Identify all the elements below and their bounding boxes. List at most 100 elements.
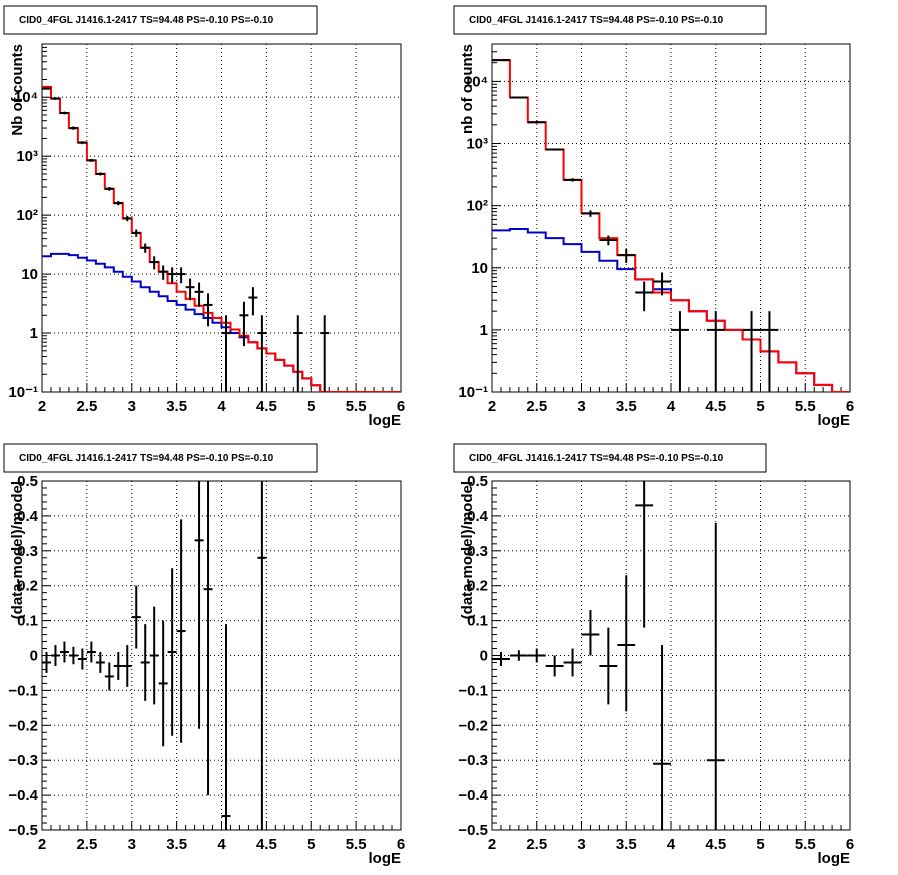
y-tick-label: −0.3 (458, 752, 488, 769)
y-tick-label: −0.5 (458, 822, 488, 839)
x-tick-label: 6 (846, 836, 854, 853)
x-tick-label: 5 (307, 398, 315, 415)
x-tick-label: 3.5 (166, 836, 187, 853)
data-point (104, 662, 114, 691)
y-tick-label: 0.1 (17, 613, 38, 630)
data-point (257, 481, 267, 830)
x-tick-label: 5 (756, 398, 764, 415)
data-point (167, 568, 177, 736)
x-tick-label: 5.5 (795, 398, 816, 415)
y-tick-label: 1 (30, 325, 38, 342)
data-point (50, 97, 60, 100)
data-point (527, 648, 546, 663)
y-tick-label: 0.2 (467, 578, 488, 595)
y-tick-label: −0.3 (8, 752, 38, 769)
x-tick-label: 2.5 (526, 398, 547, 415)
x-tick-label: 3 (577, 398, 585, 415)
data-point (509, 96, 528, 99)
data-point (617, 249, 636, 263)
data-point (671, 311, 689, 392)
data-point (59, 641, 69, 663)
title-box (453, 443, 767, 473)
data-point (149, 256, 159, 270)
x-axis: 2 2.5 3 3.5 4 4.5 5 5.5 6 (488, 821, 854, 853)
gridlines (42, 44, 401, 392)
data-point (158, 620, 168, 747)
data-point (113, 201, 123, 206)
y-axis-label: Nb of counts (9, 44, 26, 136)
x-axis-label: logE (369, 850, 402, 867)
x-tick-label: 2 (488, 398, 496, 415)
y-tick-label: 0.5 (467, 473, 488, 490)
y-axis-label: (data-model)/model (9, 481, 26, 619)
x-tick-label: 2.5 (76, 836, 97, 853)
plot-area (492, 481, 725, 830)
panel-2: CID0_4FGL J1416.1-2417 TS=94.48 PS=-0.10… (453, 5, 854, 429)
y-tick-label: 10² (466, 198, 488, 215)
x-tick-label: 3.5 (616, 836, 637, 853)
x-axis: 2 2.5 3 3.5 4 4.5 5 5.5 6 (38, 383, 405, 415)
data-point (86, 158, 96, 162)
data-point (194, 282, 204, 307)
x-tick-label: 3 (128, 398, 136, 415)
y-tick-label: 0.4 (17, 508, 39, 525)
x-axis-label: logE (818, 412, 851, 429)
panel-3: CID0_4FGL J1416.1-2417 TS=94.48 PS=-0.10… (3, 443, 405, 867)
x-tick-label: 6 (846, 398, 854, 415)
y-axis: −0.5 −0.4 −0.3 −0.2 −0.1 0 0.1 0.2 0.3 0.4 0.5 (8, 473, 51, 839)
data-point (545, 148, 564, 151)
chart-title: CID0_4FGL J1416.1-2417 TS=94.48 PS=-0.10… (19, 15, 274, 26)
x-tick-label: 2 (488, 836, 496, 853)
title-box (3, 5, 318, 35)
data-point (176, 267, 186, 284)
data-point (617, 575, 636, 712)
y-tick-label: −0.1 (458, 682, 488, 699)
x-tick-label: 4.5 (256, 398, 277, 415)
data-point (581, 610, 600, 656)
data-point (653, 645, 671, 830)
x-tick-label: 6 (397, 398, 405, 415)
data-point (545, 655, 564, 677)
chart-title: CID0_4FGL J1416.1-2417 TS=94.48 PS=-0.10… (469, 15, 724, 26)
gridlines (42, 481, 401, 830)
data-point (158, 265, 168, 280)
data-point (599, 235, 618, 246)
data-point (42, 87, 51, 90)
y-tick-label: 10 (471, 260, 488, 277)
data-point (113, 652, 123, 680)
y-tick-label: −0.2 (8, 717, 38, 734)
y-tick-label: 0.4 (467, 508, 489, 525)
data-point (293, 315, 303, 392)
title-box (453, 5, 767, 35)
x-tick-label: 5.5 (795, 836, 816, 853)
data-point (122, 645, 132, 687)
title-box (3, 443, 318, 473)
total-model-histogram (42, 85, 401, 392)
gridlines (492, 44, 850, 392)
data-point (203, 293, 213, 327)
x-tick-label: 4 (217, 398, 226, 415)
x-axis-label: logE (369, 412, 402, 429)
data-point (167, 267, 177, 284)
data-point (492, 59, 510, 62)
chart-title: CID0_4FGL J1416.1-2417 TS=94.48 PS=-0.10… (19, 453, 274, 464)
data-points (42, 481, 267, 830)
data-point (131, 585, 141, 649)
y-tick-label: 0.3 (17, 543, 38, 560)
data-point (706, 311, 725, 392)
data-point (706, 522, 725, 830)
data-point (492, 652, 510, 666)
y-tick-label: 10⁻¹ (8, 384, 38, 401)
data-point (77, 648, 87, 670)
x-tick-label: 5 (756, 836, 764, 853)
x-tick-label: 2 (38, 398, 46, 415)
data-point (760, 311, 779, 392)
data-points (42, 87, 330, 392)
data-point (509, 650, 528, 661)
data-point (527, 121, 546, 124)
y-tick-label: 10³ (16, 148, 38, 165)
y-tick-label: −0.4 (8, 787, 38, 804)
x-tick-label: 3.5 (616, 398, 637, 415)
y-tick-label: −0.4 (458, 787, 488, 804)
y-tick-label: 0.1 (467, 613, 488, 630)
